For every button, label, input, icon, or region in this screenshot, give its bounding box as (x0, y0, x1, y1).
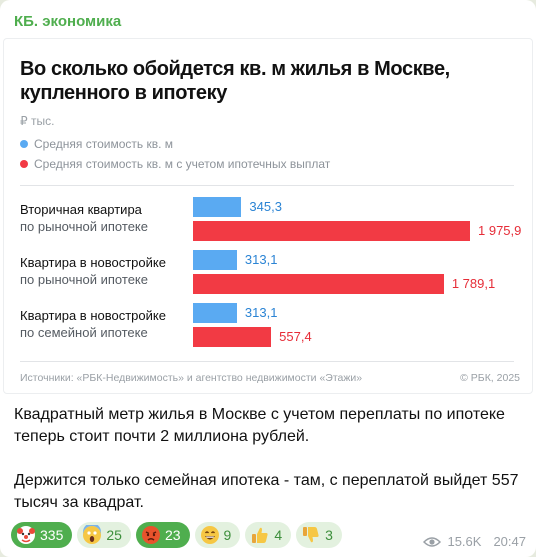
message-paragraph: Держится только семейная ипотека - там, … (14, 472, 519, 511)
chart-unit: ₽ тыс. (20, 114, 55, 128)
reaction-angry-face[interactable]: 23 (135, 522, 190, 548)
channel-name[interactable]: КБ. экономика (14, 13, 122, 30)
divider (20, 185, 514, 186)
bar-avg-price (193, 250, 237, 270)
category-label-line1: Квартира в новостройке (20, 255, 166, 270)
reaction-count: 335 (40, 527, 64, 543)
reaction-clown-face[interactable]: 335 (11, 522, 73, 548)
bar-value-label: 313,1 (244, 305, 278, 320)
reaction-count: 23 (164, 527, 181, 543)
legend-label: Средняя стоимость кв. м с учетом ипотечн… (34, 157, 331, 171)
category-label-line1: Вторичная квартира (20, 202, 142, 217)
bar-value-label: 557,4 (279, 329, 312, 344)
category-label-line2: по рыночной ипотеке (20, 219, 148, 234)
message-paragraph: Квадратный метр жилья в Москве с учетом … (14, 406, 505, 445)
legend-dot-blue-icon (20, 140, 28, 148)
angry-face-icon (141, 525, 161, 545)
thumbs-up-icon (250, 525, 270, 545)
bar-value-label: 1 975,9 (478, 223, 522, 238)
bar-price-with-payments (193, 221, 470, 241)
view-count: 15.6K (447, 534, 482, 549)
grinning-face-icon (200, 525, 220, 545)
legend-item-price-with-payments: Средняя стоимость кв. м с учетом ипотечн… (20, 157, 330, 171)
bar-value-label: 313,1 (244, 252, 278, 267)
chart-copyright: © РБК, 2025 (460, 372, 520, 384)
message-meta: 15.6K 20:47 (423, 534, 526, 549)
thumbs-down-icon (301, 525, 321, 545)
category-label-line1: Квартира в новостройке (20, 308, 166, 323)
divider (20, 361, 514, 362)
category-label-line2: по семейной ипотеке (20, 325, 148, 340)
message-time: 20:47 (493, 534, 526, 549)
reaction-thumbs-up[interactable]: 4 (245, 522, 292, 548)
reaction-count: 25 (106, 527, 122, 543)
legend-label: Средняя стоимость кв. м (34, 137, 173, 151)
reaction-thumbs-down[interactable]: 3 (296, 522, 342, 548)
bar-avg-price (193, 303, 237, 323)
category-label-line2: по рыночной ипотеке (20, 272, 148, 287)
bar-value-label: 345,3 (249, 199, 282, 214)
reaction-count: 9 (223, 527, 232, 543)
clown-face-icon (16, 525, 36, 545)
screaming-face-icon (82, 523, 102, 545)
category-label: Квартира в новостройке по семейной ипотек… (20, 307, 195, 341)
reaction-count: 3 (325, 527, 333, 543)
message-text: Квадратный метр жилья в Москве с учетом … (14, 404, 524, 536)
category-label: Квартира в новостройке по рыночной ипотек… (20, 254, 195, 288)
bar-price-with-payments (193, 327, 272, 347)
chart-image[interactable]: Во сколько обойдется кв. м жилья в Москв… (3, 38, 533, 394)
legend-dot-red-icon (20, 160, 28, 168)
bar-value-label: 1 789,1 (451, 276, 496, 291)
reaction-grinning-face[interactable]: 9 (194, 522, 241, 548)
reaction-screaming-face[interactable]: 25 (77, 522, 131, 548)
chart-title: Во сколько обойдется кв. м жилья в Москв… (20, 58, 450, 104)
bar-avg-price (193, 197, 242, 217)
chart-source: Источники: «РБК-Недвижимость» и агентств… (20, 372, 363, 384)
legend-item-avg-price: Средняя стоимость кв. м (20, 137, 173, 151)
reaction-count: 4 (274, 527, 283, 543)
bar-price-with-payments (193, 274, 444, 294)
category-label: Вторичная квартира по рыночной ипотеке (20, 201, 195, 235)
reactions-bar: 335 25 23 9 4 3 (11, 522, 342, 548)
eye-icon (423, 536, 442, 547)
